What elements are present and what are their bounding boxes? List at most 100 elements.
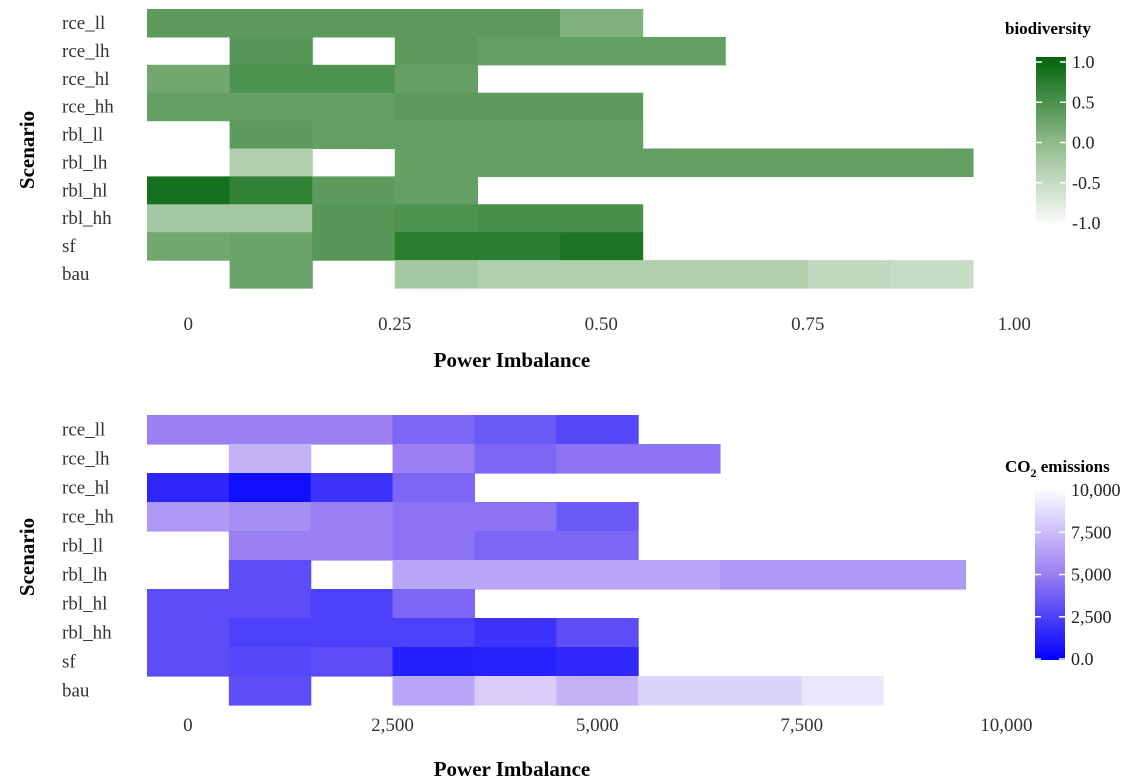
heatmap-cell bbox=[229, 120, 313, 150]
y-tick-label: rbl_ll bbox=[62, 125, 103, 146]
heatmap-cell bbox=[474, 502, 557, 532]
y-tick-label: sf bbox=[62, 236, 76, 257]
heatmap-cell bbox=[556, 444, 639, 474]
heatmap-cell bbox=[229, 176, 313, 205]
heatmap-cell bbox=[229, 148, 313, 177]
heatmap-cell bbox=[312, 120, 396, 150]
chart-co2-emissions: rce_ll rce_lh rce_hl rce_hh rbl_ll rbl_lh rbl_… bbox=[15, 415, 1121, 781]
x-tick-label: 0 bbox=[183, 715, 193, 736]
heatmap-cell bbox=[310, 531, 394, 561]
heatmap-cell bbox=[556, 676, 639, 706]
x-tick-label: 0.25 bbox=[378, 314, 411, 335]
x-tick-label: 0.50 bbox=[585, 314, 618, 335]
heatmap-cell bbox=[719, 560, 803, 590]
heatmap-cell bbox=[560, 260, 644, 289]
heatmap-cell bbox=[228, 415, 312, 445]
heatmap-cell bbox=[394, 64, 478, 94]
heatmap-cell bbox=[474, 560, 557, 590]
x-tick-label: 10,000 bbox=[980, 715, 1032, 736]
legend-tick-label: 5,000 bbox=[1071, 565, 1112, 585]
heatmap-cells bbox=[147, 9, 974, 289]
legend-ticks: 10,000 7,500 5,000 2,500 0.0 bbox=[1035, 480, 1121, 669]
heatmap-cell bbox=[638, 444, 721, 474]
heatmap-cell bbox=[229, 9, 313, 38]
legend-tick-label: 0.0 bbox=[1072, 133, 1095, 153]
heatmap-cell bbox=[638, 560, 721, 590]
y-tick-label: rce_hh bbox=[62, 97, 114, 118]
heatmap-cell bbox=[642, 148, 726, 177]
heatmap-cell bbox=[229, 92, 313, 122]
heatmap-cell bbox=[310, 618, 394, 648]
y-tick-label: rbl_hh bbox=[62, 208, 112, 229]
heatmap-cell bbox=[477, 204, 561, 233]
heatmap-cell bbox=[477, 36, 561, 66]
heatmap-cell bbox=[477, 92, 561, 122]
heatmap-cell bbox=[312, 176, 396, 205]
heatmap-cell bbox=[228, 618, 312, 648]
legend-title-suffix: emissions bbox=[1037, 457, 1111, 476]
heatmap-cell bbox=[807, 148, 891, 177]
heatmap-cell bbox=[228, 560, 312, 590]
heatmap-cell bbox=[474, 531, 557, 561]
heatmap-cell bbox=[392, 444, 475, 474]
y-tick-label: rce_ll bbox=[62, 13, 105, 34]
heatmap-cell bbox=[560, 92, 644, 122]
heatmap-cell bbox=[394, 260, 478, 289]
heatmap-cell bbox=[228, 444, 312, 474]
y-tick-label: rbl_hl bbox=[62, 180, 107, 201]
heatmap-cell bbox=[556, 618, 639, 648]
heatmap-cell bbox=[392, 647, 475, 677]
heatmap-cell bbox=[147, 589, 230, 619]
heatmap-cell bbox=[147, 618, 230, 648]
heatmap-cell bbox=[147, 176, 231, 205]
heatmap-cell bbox=[560, 36, 644, 66]
heatmap-cell bbox=[719, 676, 803, 706]
heatmap-cell bbox=[477, 260, 561, 289]
legend-title: CO2 emissions bbox=[1005, 457, 1110, 480]
x-tick-labels: 0 2,500 5,000 7,500 10,000 bbox=[183, 715, 1032, 736]
heatmap-cell bbox=[228, 647, 312, 677]
y-tick-label: rce_hl bbox=[62, 69, 109, 90]
heatmap-cell bbox=[228, 473, 312, 503]
legend-tick-label: 0.0 bbox=[1071, 649, 1094, 669]
heatmap-cell bbox=[560, 148, 644, 177]
heatmap-cell bbox=[474, 444, 557, 474]
heatmap-cell bbox=[474, 676, 557, 706]
heatmap-cell bbox=[801, 676, 885, 706]
heatmap-cell bbox=[147, 473, 230, 503]
heatmap-cell bbox=[392, 618, 475, 648]
heatmap-cell bbox=[312, 92, 396, 122]
legend-tick-label: -0.5 bbox=[1072, 173, 1101, 193]
heatmap-cell bbox=[560, 204, 644, 233]
chart-biodiversity: rce_ll rce_lh rce_hl rce_hh rbl_ll rbl_lh rbl_… bbox=[15, 9, 1101, 372]
legend-tick-label: 0.5 bbox=[1072, 92, 1095, 112]
heatmap-cell bbox=[147, 92, 231, 122]
heatmap-cell bbox=[477, 232, 561, 261]
heatmap-cell bbox=[312, 204, 396, 233]
heatmap-cell bbox=[310, 502, 394, 532]
heatmap-cell bbox=[638, 676, 721, 706]
y-tick-label: rce_hh bbox=[62, 507, 114, 528]
heatmap-cell bbox=[147, 647, 230, 677]
heatmap-cell bbox=[147, 64, 231, 94]
heatmap-cell bbox=[147, 9, 231, 38]
heatmap-cell bbox=[312, 9, 396, 38]
heatmap-cell bbox=[392, 473, 475, 503]
heatmap-cell bbox=[642, 36, 726, 66]
heatmap-cell bbox=[477, 9, 561, 38]
legend-co2-emissions: CO2 emissions 10,000 7,500 5,000 2,500 0.0 bbox=[1005, 457, 1121, 669]
heatmap-cell bbox=[394, 148, 478, 177]
heatmap-cell bbox=[807, 260, 891, 289]
y-tick-label: rce_lh bbox=[62, 449, 110, 470]
heatmap-cell bbox=[392, 560, 475, 590]
heatmap-cell bbox=[725, 260, 809, 289]
legend-ticks: 1.0 0.5 0.0 -0.5 -1.0 bbox=[1036, 52, 1101, 233]
heatmap-cell bbox=[560, 232, 644, 261]
heatmap-cell bbox=[147, 415, 230, 445]
y-tick-label: rbl_hh bbox=[62, 623, 112, 644]
heatmap-cell bbox=[392, 676, 475, 706]
heatmap-cell bbox=[229, 260, 313, 289]
legend-tick-label: 1.0 bbox=[1072, 52, 1095, 72]
heatmap-cell bbox=[556, 502, 639, 532]
